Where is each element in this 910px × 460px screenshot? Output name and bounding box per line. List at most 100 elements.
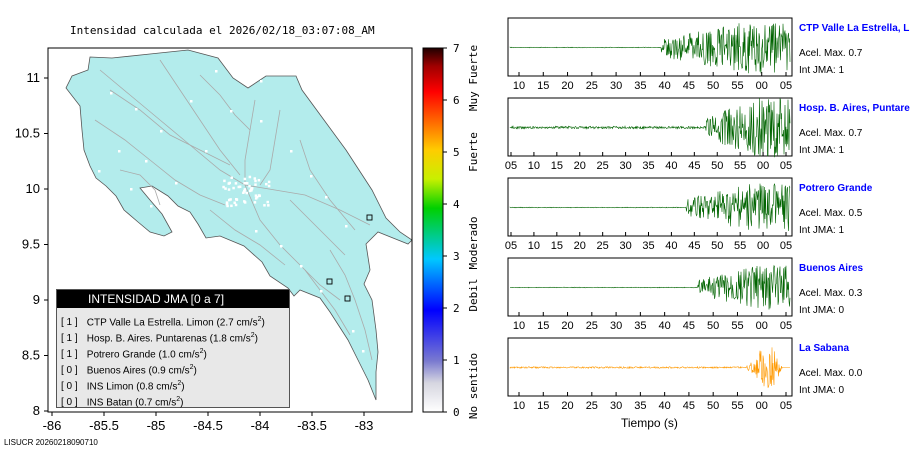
colorbar-label: Debil [467,278,480,311]
seismogram-tick: 30 [610,80,622,92]
seismogram-tick: 30 [619,160,631,172]
seismogram-tick: 40 [665,240,677,252]
seismogram-tick: 40 [665,160,677,172]
seismogram-tick: 35 [634,320,646,332]
station-acel-max: Acel. Max. 0.3 [799,288,863,299]
legend-header: INTENSIDAD JMA [0 a 7] [57,290,289,308]
seismogram-tick: 00 [756,320,768,332]
station-name: Hosp. B. Aires, Puntare [799,103,910,114]
seismogram-tick: 35 [634,400,646,412]
legend-level: [ 0 ] [61,397,78,409]
seismogram-tick: 05 [780,320,792,332]
colorbar-tick: 1 [453,354,460,367]
seismogram-tick: 45 [683,320,695,332]
station-acel-max: Acel. Max. 0.7 [799,128,863,139]
intensity-colorbar: 0 1 2 3 4 5 6 7 No sentido Debil Moderado Fuerte Mu… [422,42,480,419]
map-x-axis: -86 -85.5 -85 -84.5 -84 -83.5 -83 [43,412,374,433]
seismogram-panel: 10 15 20 25 30 35 40 45 50 55 00 05 [507,17,793,92]
seismogram-trace [509,183,791,232]
seismogram-tick: 05 [780,160,792,172]
colorbar-label: Fuerte [467,132,480,172]
map-x-tick: -83 [355,418,374,433]
seismogram-tick: 30 [610,320,622,332]
seismogram-tick: 15 [537,400,549,412]
seismogram-tick: 05 [505,160,517,172]
seismogram-tick: 00 [757,240,769,252]
colorbar-tick: 6 [453,94,460,107]
seismogram-tick: 45 [683,400,695,412]
seismogram-trace [509,23,791,74]
colorbar-label: Moderado [467,217,480,270]
legend-row: [ 1 ] CTP Valle La Estrella. Limon (2.7 … [57,312,289,328]
station-acel-max: Acel. Max. 0.7 [799,48,863,59]
seismogram-panel: 05 10 15 20 25 30 35 40 45 50 55 00 05 [505,177,793,252]
seismogram-tick: 15 [537,80,549,92]
seismogram-tick: 15 [537,320,549,332]
seismogram-tick: 45 [688,240,700,252]
legend-station-text: INS Limon (0.8 cm/s [86,381,178,393]
legend-station-text: Buenos Aires (0.9 cm/s [86,365,190,377]
legend-row: [ 0 ] INS Batan (0.7 cm/s2) [57,392,289,408]
seismogram-tick: 45 [688,160,700,172]
legend-station-text: Potrero Grande (1.0 cm/s [86,349,200,361]
colorbar-label: No sentido [467,353,480,419]
seismogram-tick: 35 [642,240,654,252]
legend-station-text: INS Batan (0.7 cm/s [86,397,177,409]
colorbar-tick: 5 [453,146,460,159]
legend-level: [ 0 ] [61,365,78,377]
seismogram-tick: 00 [756,80,768,92]
seismogram-tick: 55 [731,400,743,412]
seismogram-tick: 55 [734,160,746,172]
map-y-tick: 9 [33,292,40,307]
seismogram-panels: 10 15 20 25 30 35 40 45 50 55 00 05 05 10 15 20 25 30 35 40… [505,17,793,412]
seismogram-tick: 40 [659,320,671,332]
legend-level: [ 0 ] [61,381,78,393]
seismogram-tick: 10 [528,160,540,172]
seismogram-tick: 05 [780,400,792,412]
seismogram-tick: 50 [707,80,719,92]
town-markers [98,70,365,353]
seismogram-tick: 35 [634,80,646,92]
seismogram-tick: 40 [659,80,671,92]
seismogram-tick: 25 [597,240,609,252]
seismogram-tick: 55 [731,80,743,92]
colorbar-tick: 0 [453,406,460,419]
x-axis-label: Tiempo (s) [621,416,678,430]
station-name: CTP Valle La Estrella, L [799,23,910,34]
seismogram-tick: 20 [574,240,586,252]
station-jma-intensity: Int JMA: 1 [799,225,845,236]
seismogram-tick: 00 [756,400,768,412]
seismogram-tick: 05 [780,80,792,92]
legend-row: [ 0 ] INS Limon (0.8 cm/s2) [57,376,289,392]
station-jma-intensity: Int JMA: 0 [799,305,845,316]
map-title: Intensidad calculada el 2026/02/18_03:07… [70,24,375,37]
colorbar-tick: 7 [453,42,460,55]
seismogram-tick: 45 [683,80,695,92]
intensity-legend: INTENSIDAD JMA [0 a 7] [ 1 ] CTP Valle L… [56,289,290,408]
station-name: Buenos Aires [799,263,864,274]
roads-network [94,59,373,361]
seismogram-tick: 15 [551,160,563,172]
legend-station-text: Hosp. B. Aires. Puntarenas (1.8 cm/s [86,333,251,345]
map-y-axis: 11 10.5 10 9.5 9 8.5 8 [15,70,48,418]
legend-row: [ 1 ] Potrero Grande (1.0 cm/s2) [57,344,289,360]
map-y-tick: 10.5 [15,126,40,141]
seismogram-tick: 50 [711,160,723,172]
seismogram-tick: 25 [586,320,598,332]
legend-row: [ 1 ] Hosp. B. Aires. Puntarenas (1.8 cm… [57,328,289,344]
seismogram-tick: 30 [619,240,631,252]
seismogram-panel: 10 15 20 25 30 35 40 45 50 55 00 05 [507,337,793,412]
seismogram-tick: 25 [586,80,598,92]
colorbar-tick: 3 [453,250,460,263]
seismogram-tick: 40 [659,400,671,412]
seismogram-tick: 50 [707,320,719,332]
seismogram-tick: 50 [711,240,723,252]
station-name: Potrero Grande [799,183,873,194]
map-y-tick: 8.5 [22,348,40,363]
seismogram-tick: 05 [780,240,792,252]
seismogram-tick: 20 [561,400,573,412]
legend-row: [ 0 ] Buenos Aires (0.9 cm/s2) [57,360,289,376]
legend-level: [ 1 ] [61,317,78,329]
map-y-tick: 9.5 [22,237,40,252]
